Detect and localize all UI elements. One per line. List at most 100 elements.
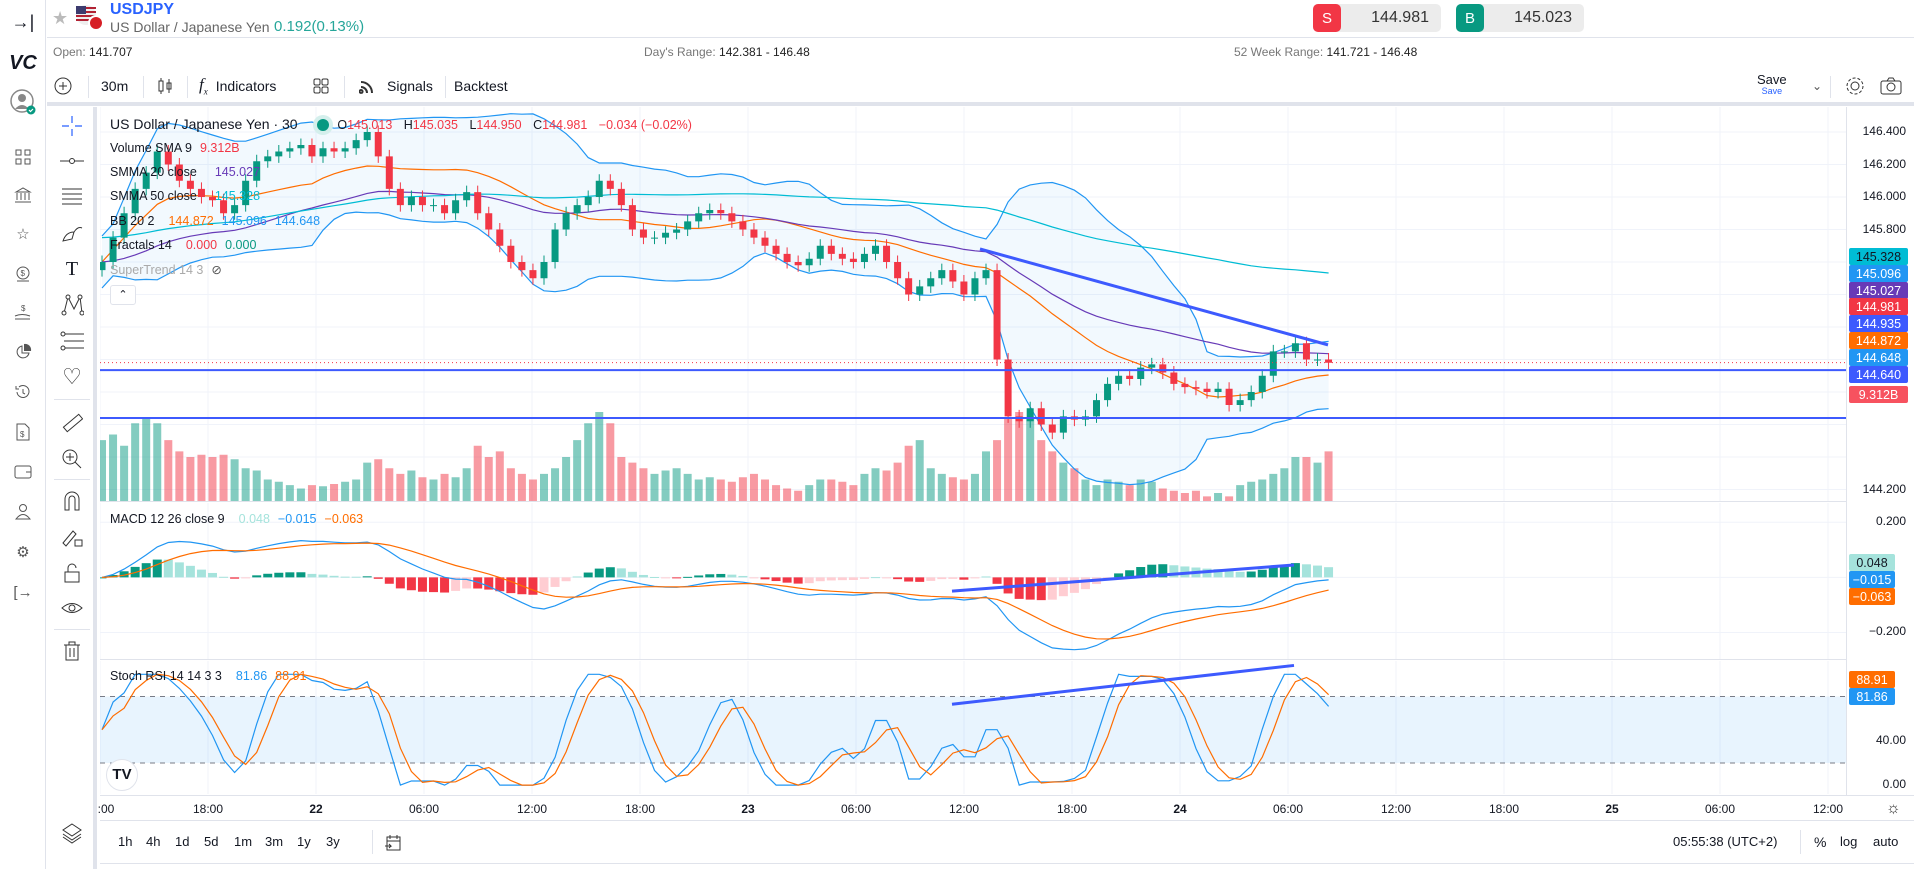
candle-body [220, 200, 228, 214]
range-button-3m[interactable]: 3m [265, 834, 284, 849]
favorite-star-icon[interactable]: ★ [52, 8, 69, 28]
price-axis[interactable]: 146.400146.200146.000145.800145.600145.4… [1846, 107, 1914, 795]
candle-body [1004, 359, 1012, 417]
unlock-icon[interactable] [57, 559, 87, 587]
parallel-channel-icon[interactable] [57, 182, 87, 210]
add-symbol-button[interactable] [53, 72, 73, 100]
volume-bar [296, 488, 305, 501]
stoch-rsi-pane[interactable]: Stoch RSI 14 14 3 3 81.86 88.91 TV [100, 661, 1846, 794]
collapse-legend-button[interactable]: ⌃ [110, 285, 136, 305]
candle-body [739, 221, 747, 230]
range-button-1d[interactable]: 1d [175, 834, 190, 849]
tradingview-logo[interactable]: TV [106, 759, 138, 791]
legend-smma50[interactable]: SMMA 50 close 145.328 [110, 189, 261, 203]
auto-scale-toggle[interactable]: auto [1873, 834, 1899, 849]
symbol-name[interactable]: USDJPY [110, 1, 175, 18]
hand-money-icon[interactable]: $ [9, 300, 37, 324]
invoice-icon[interactable]: $ [9, 420, 37, 444]
bb-fill [102, 113, 1329, 485]
pie-chart-icon[interactable] [9, 340, 37, 364]
log-scale-toggle[interactable]: log [1840, 834, 1858, 849]
smma50-line [101, 193, 1329, 274]
templates-button[interactable] [312, 72, 330, 100]
settings-icon[interactable]: ⚙ [16, 544, 30, 561]
volume-bar [860, 473, 869, 501]
axis-settings-icon[interactable]: ☼ [1886, 800, 1901, 817]
user-icon[interactable] [9, 500, 37, 524]
lock-drawing-icon[interactable] [57, 523, 87, 551]
bank-icon[interactable] [9, 183, 37, 207]
macd-histogram-bar [815, 577, 825, 582]
volume-bar [440, 473, 449, 501]
indicators-button[interactable]: fx Indicators [199, 75, 277, 97]
legend-fractals[interactable]: Fractals 14 0.000 0.000 [110, 238, 257, 252]
legend-supertrend[interactable]: SuperTrend 14 3 ⊘ [110, 263, 222, 277]
clock-timezone[interactable]: 05:55:38 (UTC+2) [1673, 834, 1778, 849]
logout-icon[interactable]: [→ [13, 583, 33, 601]
trash-icon[interactable] [57, 637, 87, 665]
layers-icon[interactable] [57, 819, 87, 847]
macd-histogram-bar [528, 577, 538, 595]
legend-smma20[interactable]: SMMA 20 close 145.027 [110, 165, 261, 179]
range-button-4h[interactable]: 4h [146, 834, 161, 849]
legend-volume[interactable]: Volume SMA 9 9.312B [110, 141, 240, 155]
settings-gear-icon[interactable] [1844, 72, 1866, 100]
range-button-1h[interactable]: 1h [118, 834, 133, 849]
buy-quote[interactable]: B 145.023 [1456, 4, 1584, 32]
legend-macd[interactable]: MACD 12 26 close 9 0.048 −0.015 −0.063 [110, 512, 364, 526]
eye-icon[interactable] [57, 595, 87, 623]
volume-bar [970, 473, 979, 501]
macd-histogram-bar [871, 577, 880, 579]
goto-date-icon[interactable] [384, 834, 402, 855]
text-tool-icon[interactable]: T [65, 257, 79, 280]
macd-histogram-bar [1025, 577, 1035, 600]
volume-bar [562, 457, 571, 501]
fib-retracement-icon[interactable] [57, 327, 87, 355]
range-button-1m[interactable]: 1m [234, 834, 253, 849]
macd-histogram-bar [539, 577, 549, 593]
magnet-icon[interactable] [57, 487, 87, 515]
ruler-icon[interactable] [57, 409, 87, 437]
camera-icon[interactable] [1879, 72, 1903, 100]
candle-body [153, 151, 161, 173]
save-dropdown-chevron-icon[interactable]: ⌄ [1812, 79, 1823, 93]
time-axis[interactable]: ☼ :00 18:00 22 06:00 12:00 18:00 23 06:00 12:00 1… [98, 795, 1914, 821]
macd-pane[interactable]: MACD 12 26 close 9 0.048 −0.015 −0.063 [100, 503, 1846, 660]
wallet-icon[interactable] [9, 460, 37, 484]
backtest-button[interactable]: Backtest [454, 78, 508, 94]
percent-scale-toggle[interactable]: % [1814, 834, 1827, 850]
avatar[interactable] [9, 89, 37, 115]
signals-button[interactable]: Signals [359, 72, 433, 100]
brush-icon[interactable] [57, 219, 87, 247]
hidden-eye-icon[interactable]: ⊘ [211, 263, 222, 277]
zoom-in-icon[interactable] [57, 445, 87, 473]
legend-stoch[interactable]: Stoch RSI 14 14 3 3 81.86 88.91 [110, 669, 307, 683]
volume-bar [727, 481, 736, 501]
volume-bar [363, 462, 372, 501]
dashboard-icon[interactable] [9, 145, 37, 169]
signal-icon [359, 81, 373, 94]
range-button-5d[interactable]: 5d [204, 834, 219, 849]
legend-bb[interactable]: BB 20 2 144.872 145.096 144.648 [110, 214, 321, 228]
macd-histogram-bar [340, 576, 350, 578]
save-button[interactable]: Save Save [1757, 72, 1787, 96]
range-button-1y[interactable]: 1y [297, 834, 311, 849]
expand-sidebar-icon[interactable]: →| [11, 11, 35, 32]
stoch-rsi-chart[interactable] [100, 661, 1846, 794]
history-icon[interactable] [9, 380, 37, 404]
favorites-heart-icon[interactable]: ♡ [62, 364, 82, 389]
horizontal-ray-icon[interactable] [57, 147, 87, 175]
money-safe-icon[interactable]: $ [9, 262, 37, 286]
crosshair-icon[interactable] [57, 112, 87, 140]
interval-button[interactable]: 30m [101, 78, 129, 94]
star-icon[interactable]: ☆ [16, 226, 30, 243]
sell-quote[interactable]: S 144.981 [1313, 4, 1441, 32]
pattern-icon[interactable] [57, 291, 87, 319]
range-button-3y[interactable]: 3y [326, 834, 340, 849]
macd-histogram-bar [495, 577, 505, 592]
macd-chart[interactable] [100, 503, 1846, 660]
price-chart[interactable] [100, 107, 1846, 502]
chart-type-button[interactable] [157, 72, 173, 100]
price-pane[interactable]: US Dollar / Japanese Yen · 30 O145.013 H… [100, 107, 1846, 502]
macd-histogram-bar [561, 577, 571, 582]
